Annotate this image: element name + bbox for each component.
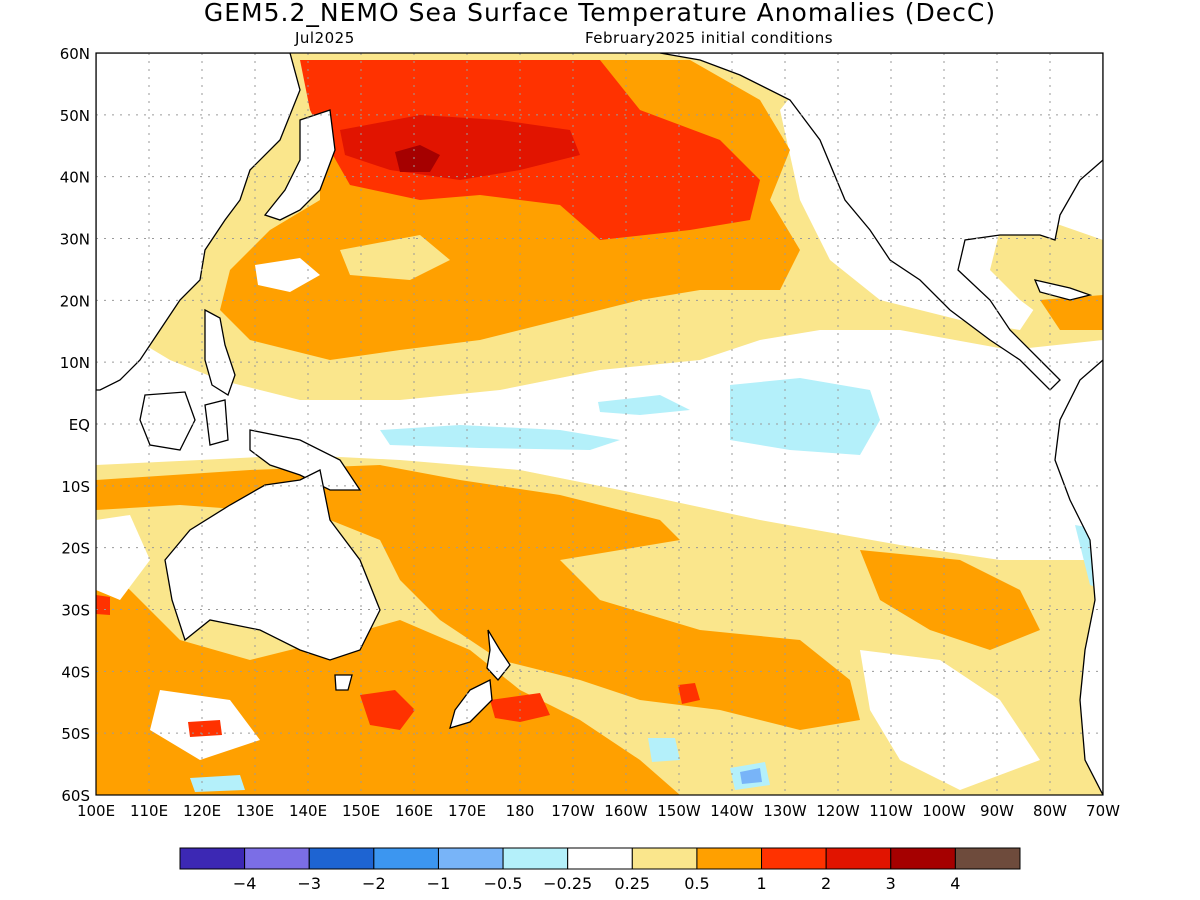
colorbar-swatch: [502, 847, 569, 870]
lon-tick-label: 170W: [551, 802, 595, 820]
s-pacific-white-3: [860, 650, 1040, 790]
lat-tick-label: 60N: [60, 45, 90, 63]
lat-tick-label: 50S: [61, 725, 90, 743]
lon-tick-label: 110W: [869, 802, 913, 820]
forecast-month: Jul2025: [295, 29, 355, 47]
lon-tick-label: 100E: [77, 802, 115, 820]
lat-tick-label: 40S: [61, 663, 90, 681]
sulawesi: [204, 399, 229, 446]
lon-tick-label: 70W: [1086, 802, 1120, 820]
lon-tick-label: 100W: [922, 802, 966, 820]
colorbar-swatch: [890, 847, 956, 870]
new-zealand-north: [486, 629, 511, 681]
colorbar-swatch: [244, 847, 310, 870]
lon-tick-label: 120E: [183, 802, 221, 820]
lat-tick-label: 60S: [61, 787, 90, 805]
southern-cool-3: [190, 775, 245, 792]
lat-tick-label: 30N: [60, 231, 90, 249]
lon-tick-label: 150W: [657, 802, 701, 820]
chart-title: GEM5.2_NEMO Sea Surface Temperature Anom…: [203, 0, 997, 27]
lon-tick-label: 110E: [130, 802, 168, 820]
lat-tick-label: 30S: [61, 602, 90, 620]
tasmania: [334, 674, 353, 691]
new-zealand-south: [449, 678, 493, 729]
nw-pacific-dark-red: [395, 145, 440, 172]
lon-tick-label: 140W: [710, 802, 754, 820]
colorbar-label: 4: [950, 874, 960, 893]
colorbar-label: −2: [362, 874, 386, 893]
philippines: [204, 308, 236, 396]
colorbar-swatch: [437, 847, 504, 870]
lat-tick-label: 20S: [61, 540, 90, 558]
lat-tick-label: 10N: [60, 354, 90, 372]
colorbar-swatch: [567, 847, 633, 870]
colorbar-swatch: [825, 847, 892, 870]
initial-conditions: February2025 initial conditions: [585, 29, 834, 47]
colorbar-label: 3: [886, 874, 896, 893]
lat-tick-label: 50N: [60, 107, 90, 125]
s-pacific-orange: [96, 465, 860, 730]
southern-blue-2: [740, 768, 762, 784]
caribbean-orange: [1040, 295, 1103, 330]
colorbar: −4 −3 −2 −1 −0.5 −0.25 0.25 0.5 1 2 3 4: [179, 847, 1021, 893]
tasman-red-1: [360, 690, 415, 730]
land-masses: [96, 53, 1103, 795]
lon-tick-label: 130E: [236, 802, 274, 820]
colorbar-label: −1: [427, 874, 451, 893]
colorbar-swatch: [373, 847, 439, 870]
lon-tick-label: 160E: [395, 802, 433, 820]
japan: [263, 109, 336, 221]
colorbar-label: 0.25: [614, 874, 650, 893]
axis-labels: 60N50N40N30N20N10NEQ10S20S30S40S50S60S10…: [60, 45, 1120, 820]
north-america: [659, 53, 1103, 391]
southern-cool-1: [648, 738, 680, 762]
colorbar-swatch: [696, 847, 763, 870]
new-guinea: [249, 429, 362, 491]
colorbar-label: −0.25: [543, 874, 592, 893]
s-pacific-white-1: [96, 515, 150, 600]
lat-tick-label: 40N: [60, 169, 90, 187]
borneo: [139, 391, 196, 451]
n-pacific-white-2: [255, 258, 320, 292]
lon-tick-label: 160W: [604, 802, 648, 820]
map-frame: [95, 52, 1104, 796]
lon-tick-label: 130W: [763, 802, 807, 820]
colorbar-label: 0.5: [684, 874, 709, 893]
colorbar-swatch: [179, 847, 246, 870]
colorbar-label: −3: [297, 874, 321, 893]
lat-tick-label: 20N: [60, 292, 90, 310]
colorbar-swatch: [761, 847, 827, 870]
s-red-2: [678, 683, 700, 704]
south-america: [1054, 359, 1103, 795]
lat-tick-label: EQ: [69, 416, 90, 434]
colorbar-swatch: [308, 847, 375, 870]
colorbar-label: −0.5: [484, 874, 523, 893]
lon-tick-label: 140E: [289, 802, 327, 820]
colorbar-label: 2: [821, 874, 831, 893]
equatorial-cool-3: [598, 395, 690, 415]
lon-tick-label: 90W: [980, 802, 1014, 820]
cuba: [1033, 279, 1093, 301]
s-red-3: [188, 720, 222, 737]
s-red-4: [96, 595, 110, 615]
colorbar-label: 1: [756, 874, 766, 893]
lon-tick-label: 150E: [342, 802, 380, 820]
lon-tick-label: 170E: [448, 802, 486, 820]
lat-tick-label: 10S: [61, 478, 90, 496]
colorbar-swatch: [954, 847, 1021, 870]
australia: [164, 469, 381, 661]
lon-tick-label: 180: [506, 802, 535, 820]
colorbar-swatch: [631, 847, 698, 870]
lon-tick-label: 120W: [816, 802, 860, 820]
equatorial-cool-1: [380, 425, 620, 450]
colorbar-label: −4: [233, 874, 257, 893]
s-pacific-orange-east: [860, 550, 1040, 650]
nz-red: [490, 693, 550, 722]
equatorial-cool-2: [730, 378, 880, 455]
n-pacific-white-1: [340, 235, 450, 280]
lon-tick-label: 80W: [1033, 802, 1067, 820]
